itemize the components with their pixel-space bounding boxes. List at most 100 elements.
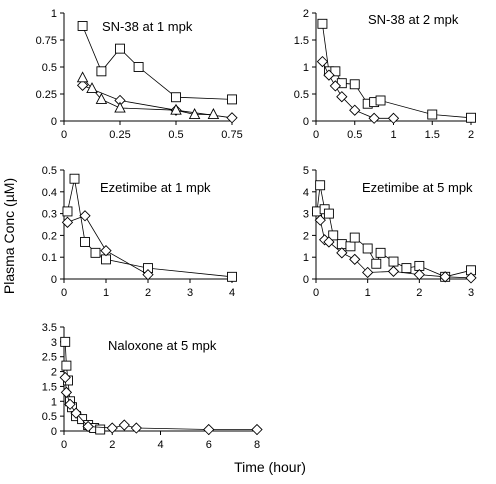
y-tick-label: 1 [303, 62, 309, 74]
y-tick-label: 1 [303, 252, 309, 264]
x-tick-label: 6 [206, 439, 212, 451]
panel-title: SN-38 at 2 mpk [368, 12, 459, 27]
y-tick-label: 2 [51, 367, 57, 379]
data-point-square [77, 21, 88, 31]
x-tick-label: 3 [187, 287, 193, 299]
data-point-diamond [64, 398, 76, 410]
data-point-diamond [336, 91, 348, 103]
series-line-diamond [82, 85, 233, 119]
y-tick-label: 0.75 [36, 35, 57, 47]
data-point-diamond [142, 269, 154, 281]
data-point-square [61, 360, 72, 371]
panel-title: Ezetimibe at 1 mpk [100, 180, 211, 195]
y-tick-label: 0.3 [42, 209, 57, 221]
data-point-diamond [329, 80, 342, 92]
data-point-square [388, 256, 399, 267]
data-point-square [115, 43, 125, 54]
y-tick-label: 2.5 [42, 352, 57, 364]
y-tick-label: 0.4 [42, 187, 57, 199]
y-tick-label: 1 [51, 396, 57, 408]
x-tick-label: 1 [103, 287, 109, 299]
data-point-diamond [118, 419, 130, 431]
data-point-square [171, 92, 181, 103]
data-point-triangle [188, 108, 201, 119]
data-point-diamond [439, 271, 451, 283]
x-tick-label: 4 [157, 439, 163, 451]
data-point-square [345, 241, 356, 252]
data-point-diamond [323, 236, 335, 248]
data-point-triangle [207, 108, 220, 119]
data-point-square [95, 424, 106, 435]
data-point-square [375, 95, 386, 106]
panel-title: Ezetimibe at 5 mpk [362, 180, 473, 195]
y-tick-label: 0 [51, 116, 57, 128]
data-point-square [133, 62, 144, 72]
data-point-triangle [95, 92, 108, 104]
data-point-square [315, 180, 326, 191]
series-line-square [82, 25, 233, 100]
x-tick-label: 0.5 [347, 129, 362, 141]
data-point-square [375, 247, 386, 258]
data-point-triangle [114, 101, 126, 113]
y-tick-label: 2 [303, 8, 309, 20]
data-point-square [62, 206, 73, 217]
x-tick-label: 0.25 [109, 129, 130, 141]
data-point-diamond [61, 216, 74, 228]
data-point-triangle [86, 82, 98, 94]
data-point-diamond [70, 407, 82, 419]
x-tick-label: 0 [61, 287, 67, 299]
data-point-diamond [387, 265, 400, 278]
data-point-diamond [251, 423, 263, 436]
x-tick-label: 8 [254, 439, 260, 451]
y-tick-label: 0.1 [42, 252, 57, 264]
data-point-square [60, 336, 71, 347]
data-point-square [69, 173, 80, 184]
y-tick-label: 0.5 [42, 62, 57, 74]
series-line-square [322, 23, 472, 119]
x-axis-label: Time (hour) [234, 459, 306, 475]
data-point-square [466, 112, 476, 123]
data-point-triangle [76, 71, 89, 83]
data-point-diamond [130, 422, 143, 434]
data-point-square [77, 414, 88, 425]
data-point-square [90, 247, 101, 258]
y-tick-label: 0.25 [36, 89, 57, 101]
x-tick-label: 0.75 [221, 129, 242, 141]
y-tick-label: 3 [51, 337, 57, 349]
data-point-square [401, 263, 412, 274]
data-point-square [427, 109, 438, 120]
y-tick-label: 2 [303, 230, 309, 242]
panel-1: 0 0.25 0.5 0.75 1 0 0.25 0.5 0.75 SN-38 at 1 mpk [36, 8, 243, 141]
y-tick-label: 0.5 [294, 89, 309, 101]
panel-title: SN-38 at 1 mpk [102, 19, 193, 34]
x-tick-label: 1.5 [425, 129, 440, 141]
x-tick-label: 1 [390, 129, 396, 141]
y-tick-label: 5 [303, 165, 309, 177]
y-tick-label: 3.5 [42, 322, 57, 334]
panel-2: 0 0.5 1 1.5 2 0 0.5 1 1.5 2 SN-38 at 2 mpk [294, 8, 476, 141]
panel-4: 0 1 2 3 4 5 0 1 2 3 Ezetimibe at 5 mpk [303, 165, 477, 299]
y-tick-label: 0.2 [42, 230, 57, 242]
series-line-diamond [64, 377, 257, 430]
data-point-square [227, 271, 237, 282]
data-point-diamond [59, 371, 71, 384]
data-point-diamond [368, 112, 380, 124]
data-point-diamond [82, 420, 94, 433]
data-point-diamond [413, 269, 425, 281]
data-point-diamond [316, 55, 329, 68]
data-point-diamond [362, 266, 374, 279]
y-tick-label: 3 [303, 209, 309, 221]
x-tick-label: 2 [109, 439, 115, 451]
x-tick-label: 0 [61, 439, 67, 451]
x-tick-label: 3 [468, 287, 474, 299]
data-point-square [323, 208, 334, 219]
x-tick-label: 2 [416, 287, 422, 299]
data-point-diamond [79, 210, 91, 222]
y-tick-label: 0.5 [42, 165, 57, 177]
x-tick-label: 4 [229, 287, 235, 299]
data-point-square [371, 258, 382, 269]
panel-5: 0 0.5 1 1.5 2 2.5 3 3.5 0 2 4 6 8 Naloxone at 5 mpk [42, 322, 263, 451]
data-point-diamond [203, 423, 215, 436]
x-tick-label: 2 [468, 129, 474, 141]
